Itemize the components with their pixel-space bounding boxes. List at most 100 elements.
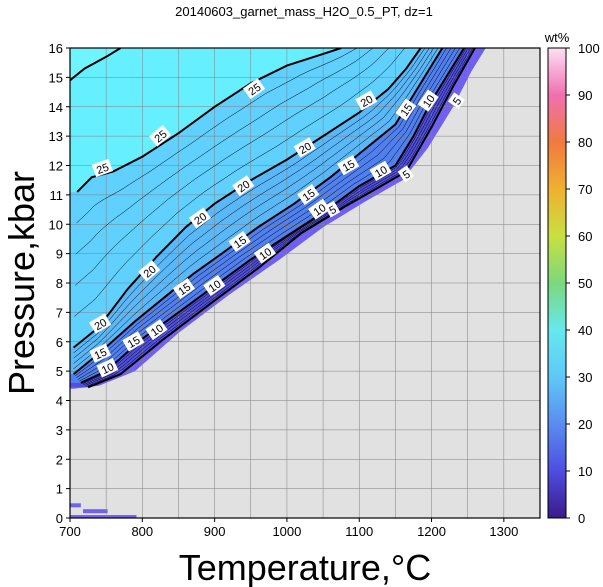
y-tick-label: 10 bbox=[49, 217, 63, 232]
contour-label-text: 10 bbox=[100, 361, 116, 377]
contour-label: 10 bbox=[369, 160, 392, 182]
contour-label-text: 15 bbox=[93, 346, 109, 362]
y-tick-label: 6 bbox=[56, 335, 63, 350]
contour-label-text: 15 bbox=[341, 158, 358, 175]
contour-label-text: 15 bbox=[399, 102, 416, 119]
colorbar-tick-label: 100 bbox=[578, 41, 600, 56]
colorbar-tick-label: 70 bbox=[578, 182, 592, 197]
data-stripe bbox=[70, 503, 81, 508]
y-tick-label: 1 bbox=[56, 482, 63, 497]
contour-fill-band bbox=[70, 48, 121, 81]
contour-label-text: 10 bbox=[373, 164, 390, 181]
contour-line-25 bbox=[70, 48, 122, 82]
x-tick-label: 1200 bbox=[417, 524, 446, 539]
y-axis-label: Pressure,kbar bbox=[1, 171, 42, 395]
minor-contour-line bbox=[74, 48, 405, 317]
y-tick-label: 2 bbox=[56, 452, 63, 467]
contour-label-text: 15 bbox=[232, 234, 249, 251]
contour-label-text: 20 bbox=[192, 211, 209, 228]
contour-labels: 2525252020202020201515151515151510101010… bbox=[89, 78, 465, 378]
contour-label: 15 bbox=[297, 184, 320, 205]
colorbar-tick-label: 60 bbox=[578, 229, 592, 244]
minor-contour-line bbox=[73, 48, 426, 354]
minor-contour-line bbox=[74, 48, 390, 286]
minor-contour-line bbox=[73, 48, 430, 359]
contour-label-text: 10 bbox=[312, 202, 329, 219]
contour-label-text: 5 bbox=[401, 168, 413, 181]
contour-label-text: 10 bbox=[149, 322, 166, 339]
contour-label: 20 bbox=[293, 137, 316, 158]
y-tick-label: 12 bbox=[49, 159, 63, 174]
x-tick-label: 800 bbox=[131, 524, 153, 539]
y-tick-label: 11 bbox=[50, 188, 64, 203]
contour-label: 10 bbox=[203, 275, 226, 296]
contour-label-text: 20 bbox=[297, 141, 314, 158]
contour-label-text: 15 bbox=[126, 334, 143, 351]
contour-label-text: 20 bbox=[236, 178, 253, 195]
data-stripe bbox=[70, 515, 137, 518]
colorbar-gradient bbox=[547, 47, 567, 519]
colorbar-tick-label: 50 bbox=[578, 276, 592, 291]
x-tick-label: 1300 bbox=[489, 524, 518, 539]
contour-label-text: 15 bbox=[176, 281, 193, 298]
y-tick-label: 14 bbox=[49, 100, 63, 115]
colorbar-tick-label: 30 bbox=[578, 370, 592, 385]
contour-line-20 bbox=[72, 48, 422, 349]
contour-label: 5 bbox=[324, 200, 341, 218]
contour-label-text: 25 bbox=[95, 162, 111, 177]
minor-contour-line bbox=[75, 48, 374, 255]
minor-contour-line bbox=[73, 48, 439, 369]
y-tick-label: 13 bbox=[49, 129, 63, 144]
contour-label: 10 bbox=[145, 319, 168, 341]
colorbar-tick-label: 80 bbox=[578, 135, 592, 150]
contour-line-15 bbox=[72, 48, 444, 375]
colorbar-tick-label: 90 bbox=[578, 88, 592, 103]
contour-label: 15 bbox=[395, 98, 417, 121]
colorbar-label: wt% bbox=[544, 30, 570, 45]
contour-label-text: 20 bbox=[359, 94, 376, 111]
contour-label: 5 bbox=[447, 92, 465, 109]
contour-label: 15 bbox=[337, 154, 360, 176]
contour-label-text: 5 bbox=[451, 96, 464, 108]
y-tick-label: 7 bbox=[56, 305, 63, 320]
contour-label: 20 bbox=[355, 90, 378, 111]
contour-label: 10 bbox=[96, 358, 119, 378]
contour-label: 20 bbox=[89, 313, 112, 334]
y-tick-label: 9 bbox=[56, 247, 63, 262]
contour-label: 20 bbox=[188, 207, 212, 229]
contour-label: 10 bbox=[308, 198, 331, 220]
contour-label: 10 bbox=[417, 89, 439, 112]
data-stripe bbox=[83, 509, 108, 514]
contour-label: 15 bbox=[172, 278, 196, 299]
minor-contour-line bbox=[76, 48, 452, 378]
x-tick-label: 1100 bbox=[345, 524, 373, 539]
colorbar-tick-label: 0 bbox=[578, 511, 585, 526]
contour-label-text: 5 bbox=[327, 204, 338, 217]
minor-contour-line bbox=[76, 48, 358, 224]
minor-contour-line bbox=[74, 48, 447, 377]
y-tick-label: 8 bbox=[56, 276, 63, 291]
contour-label-text: 15 bbox=[301, 187, 318, 204]
x-tick-label: 700 bbox=[59, 524, 81, 539]
y-tick-label: 3 bbox=[56, 423, 63, 438]
minor-contour-line bbox=[85, 48, 471, 386]
contour-label: 25 bbox=[243, 78, 266, 100]
x-tick-label: 1000 bbox=[272, 524, 301, 539]
contour-label: 20 bbox=[232, 175, 255, 197]
contour-label: 15 bbox=[89, 343, 112, 363]
contour-label: 25 bbox=[91, 158, 114, 178]
contour-label-text: 25 bbox=[247, 81, 264, 98]
contour-label-text: 20 bbox=[93, 317, 110, 334]
y-tick-label: 4 bbox=[56, 394, 63, 409]
contour-fill-band bbox=[70, 48, 342, 192]
x-axis-ticks: 700 800 900 1000 1100 1200 1300 bbox=[59, 518, 518, 539]
chart-title: 20140603_garnet_mass_H2O_0.5_PT, dz=1 bbox=[175, 4, 433, 19]
y-tick-label: 5 bbox=[56, 364, 63, 379]
colorbar-tick-label: 20 bbox=[578, 417, 592, 432]
minor-contour-line bbox=[73, 48, 434, 364]
x-axis-label: Temperature,°C bbox=[179, 547, 432, 587]
colorbar-tick-label: 10 bbox=[578, 464, 592, 479]
minor-contour-line bbox=[83, 48, 469, 385]
